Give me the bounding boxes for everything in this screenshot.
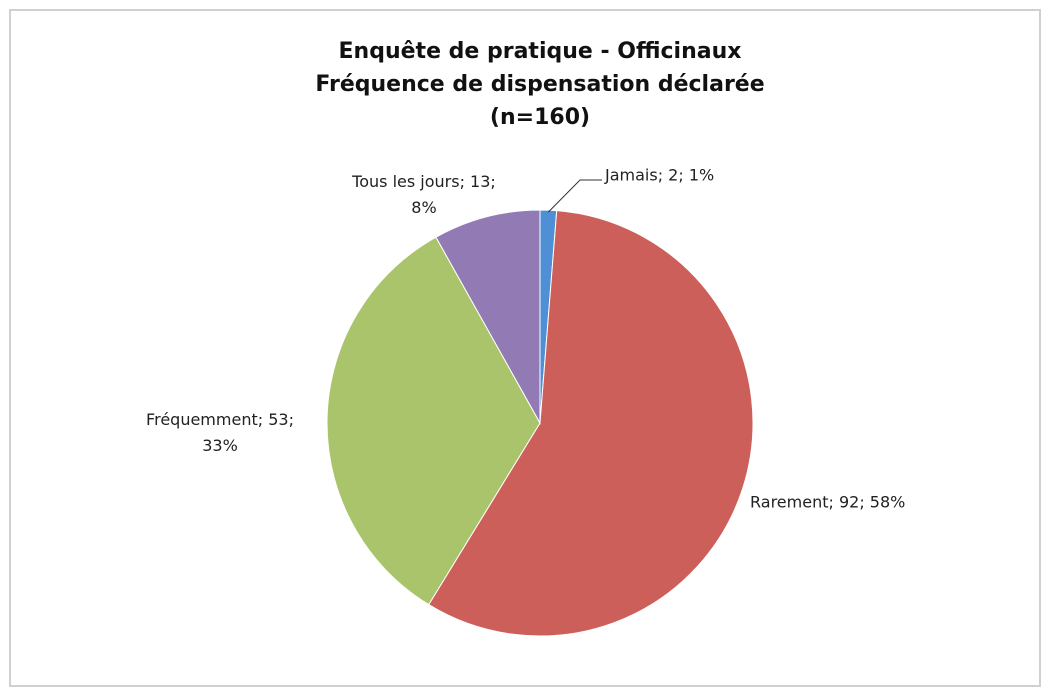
data-label: Jamais; 2; 1% <box>604 166 714 185</box>
leader-line <box>547 179 602 213</box>
pie-slice <box>435 209 541 425</box>
chart-title: (n=160) <box>490 105 590 130</box>
pie-slice <box>326 236 541 606</box>
chart-title: Enquête de pratique - Officinaux <box>339 39 742 64</box>
data-label: Fréquemment; 53; 33% <box>146 410 294 455</box>
data-label: Tous les jours; 13; 8% <box>351 172 496 217</box>
data-label: Rarement; 92; 58% <box>750 493 905 512</box>
pie-slice <box>428 210 754 637</box>
chart-title: Fréquence de dispensation déclarée <box>315 72 764 97</box>
